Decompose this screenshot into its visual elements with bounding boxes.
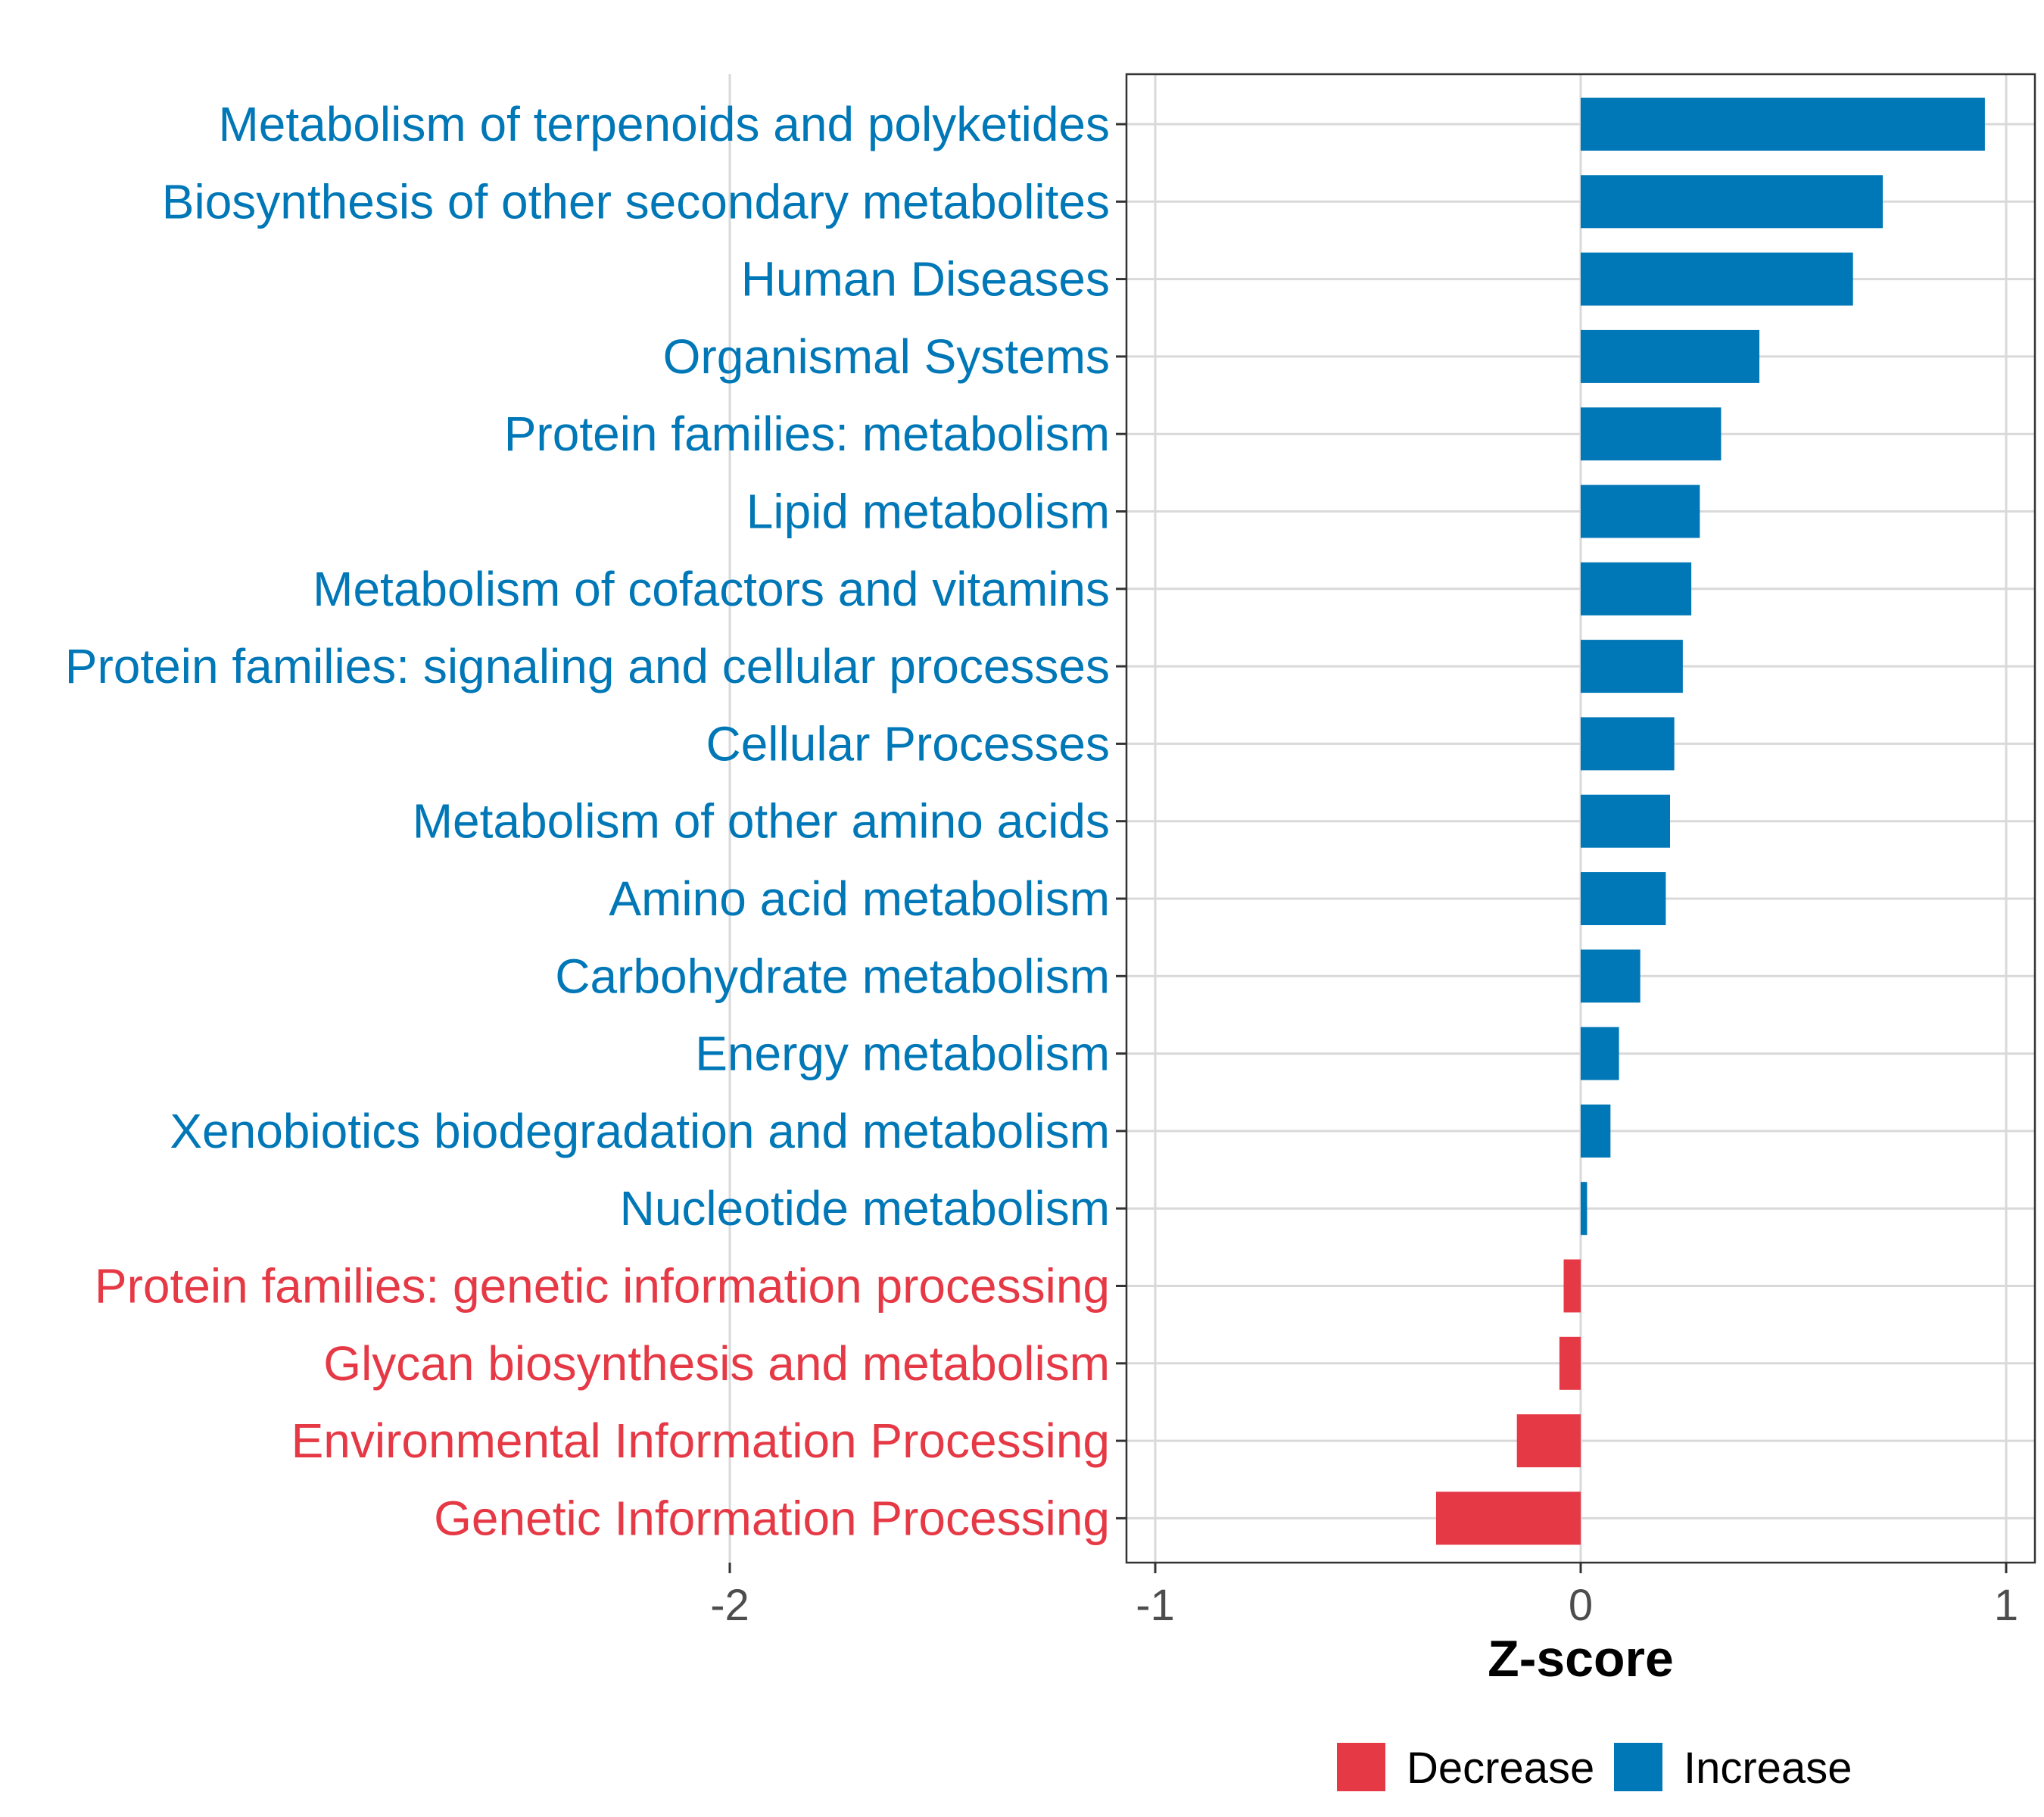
category-label: Human Diseases [741,252,1110,307]
legend-label-decrease: Decrease [1407,1744,1594,1793]
x-tick-label: 1 [1994,1581,2018,1630]
legend-label-increase: Increase [1684,1744,1852,1793]
bar [1581,1027,1619,1080]
category-label: Metabolism of cofactors and vitamins [313,562,1110,616]
bar [1516,1414,1581,1468]
category-label: Amino acid metabolism [609,871,1110,926]
bar [1581,1104,1611,1158]
bar [1559,1336,1581,1390]
bar [1581,640,1683,693]
bars [1435,98,1985,1545]
bar [1581,794,1671,848]
category-label: Biosynthesis of other secondary metaboli… [162,174,1110,229]
bar [1581,1182,1588,1236]
legend-key-increase [1614,1743,1662,1791]
x-tick-label: 0 [1569,1581,1593,1630]
category-label: Organismal Systems [663,329,1110,384]
bar [1581,485,1700,538]
category-label: Protein families: metabolism [504,407,1110,461]
bar [1581,329,1760,383]
legend: Decrease Increase [1337,1743,1852,1793]
x-axis: -2-1012 [710,1563,2018,1630]
category-label: Lipid metabolism [746,485,1110,539]
bar [1581,175,1884,229]
category-label: Xenobiotics biodegradation and metabolis… [170,1104,1110,1158]
category-label: Glycan biosynthesis and metabolism [323,1336,1110,1391]
x-tick-label: -2 [710,1581,749,1630]
category-label: Environmental Information Processing [291,1413,1110,1468]
category-label: Cellular Processes [706,716,1110,771]
category-label: Nucleotide metabolism [620,1181,1110,1236]
category-label: Carbohydrate metabolism [555,949,1110,1003]
bar [1581,562,1692,616]
category-label: Metabolism of other amino acids [413,794,1110,849]
category-label: Protein families: genetic information pr… [95,1259,1110,1314]
bar [1581,872,1666,925]
bar [1581,407,1722,461]
x-tick-label: -1 [1136,1581,1175,1630]
bar [1581,98,1985,151]
category-label: Protein families: signaling and cellular… [65,639,1110,693]
bar [1563,1259,1581,1313]
category-label: Energy metabolism [695,1027,1110,1081]
bar [1581,949,1640,1003]
category-labels: Metabolism of terpenoids and polyketides… [65,97,1126,1545]
legend-key-decrease [1337,1743,1385,1791]
x-axis-title: Z-score [1488,1630,1674,1688]
category-label: Genetic Information Processing [434,1491,1110,1545]
bar [1581,252,1853,306]
bar [1581,717,1675,771]
bar [1435,1491,1581,1545]
category-label: Metabolism of terpenoids and polyketides [218,97,1110,151]
